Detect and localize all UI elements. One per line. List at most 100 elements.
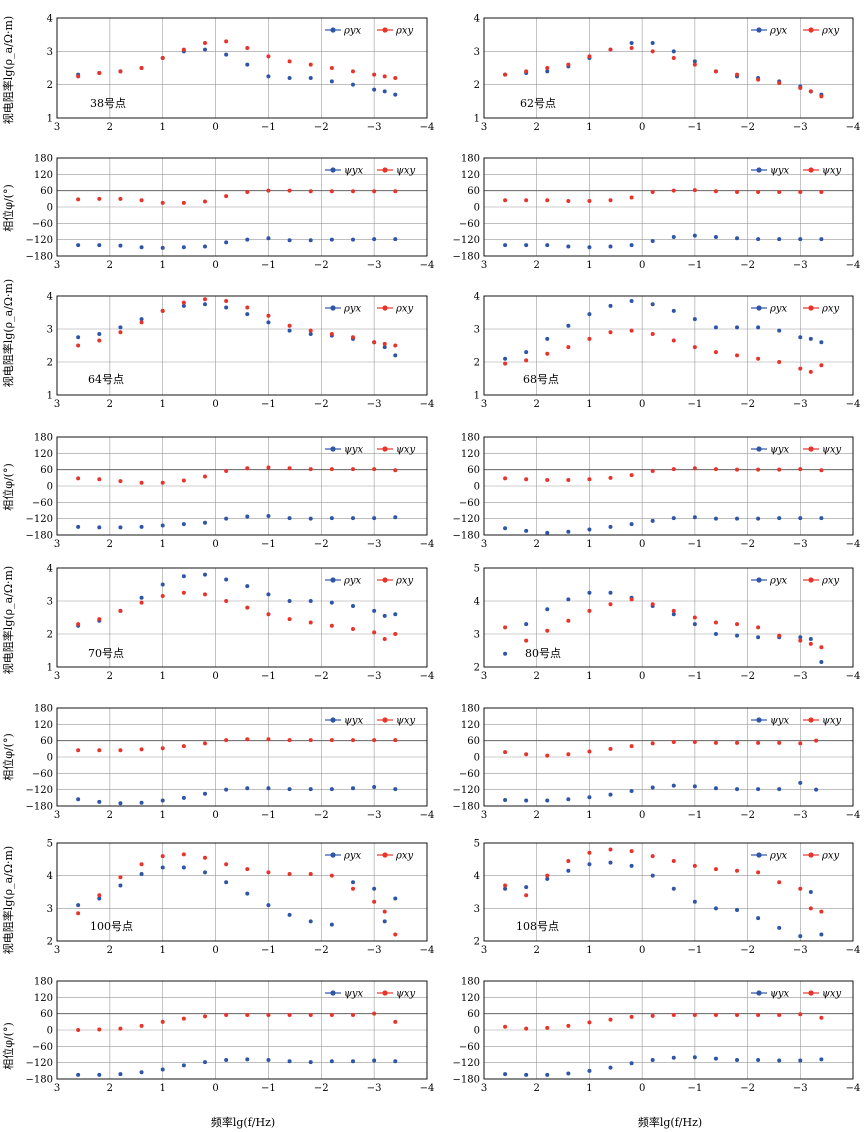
data-point: [393, 343, 398, 348]
data-point: [308, 238, 313, 243]
x-tick-label: 3: [54, 1083, 60, 1094]
x-tick-label: 3: [481, 810, 487, 821]
data-point: [503, 243, 508, 248]
site-label: 64号点: [88, 373, 124, 386]
data-point: [181, 303, 186, 308]
data-point: [671, 740, 676, 745]
data-point: [713, 620, 718, 625]
y-axis-titles: 视电阻率lg(ρ_a/Ω·m) 相位φ/(°) 视电阻率lg(ρ_a/Ω·m) …: [1, 16, 15, 1070]
data-point: [393, 632, 398, 636]
data-point: [118, 525, 123, 530]
data-point: [798, 886, 803, 891]
data-point: [329, 467, 334, 472]
x-tick-label: 3: [481, 539, 487, 550]
site-label: 62号点: [520, 97, 556, 110]
data-point: [650, 49, 655, 54]
x-tick-label: −3: [793, 122, 808, 133]
y-tick-label: 60: [40, 186, 53, 197]
data-point: [671, 1013, 676, 1018]
data-point: [372, 1011, 377, 1016]
data-point: [756, 516, 761, 521]
x-tick-label: 2: [534, 260, 540, 271]
y-tick-label: 1: [47, 391, 53, 402]
y-tick-label: 0: [47, 203, 53, 214]
y-tick-label: 60: [467, 186, 480, 197]
x-tick-label: −4: [420, 539, 435, 550]
data-point: [671, 338, 676, 343]
legend-label: ρxy: [395, 304, 414, 315]
data-point: [650, 1057, 655, 1062]
data-point: [545, 873, 550, 878]
data-point: [545, 336, 550, 341]
y-tick-label: −120: [453, 785, 480, 796]
data-point: [713, 906, 718, 911]
data-point: [287, 617, 292, 622]
data-point: [382, 909, 387, 914]
data-point: [203, 199, 207, 204]
data-point: [308, 738, 313, 743]
data-point: [393, 237, 398, 242]
x-tick-label: −3: [367, 671, 382, 682]
x-tick-label: −4: [846, 945, 861, 956]
data-point: [266, 465, 271, 470]
data-point: [503, 651, 508, 656]
data-point: [545, 351, 550, 356]
data-point: [372, 738, 377, 743]
data-point: [97, 243, 102, 248]
data-point: [139, 66, 144, 70]
data-point: [160, 746, 165, 751]
data-point: [139, 245, 144, 250]
chart-rho-38: 3 2 1 0 −1 −2 −3 −4 1 2 3 4 ρyx ρxy 38号点: [47, 14, 435, 134]
data-point: [587, 54, 592, 59]
data-point: [735, 467, 740, 472]
data-point: [266, 612, 271, 617]
data-point: [351, 467, 355, 472]
data-point: [798, 741, 803, 746]
data-point: [329, 1059, 334, 1064]
x-tick-label: 3: [54, 399, 60, 410]
x-tick-label: −2: [740, 539, 755, 550]
data-point: [351, 69, 355, 74]
data-point: [351, 1059, 355, 1064]
data-point: [266, 1013, 271, 1018]
data-point: [382, 919, 387, 924]
data-point: [245, 1057, 250, 1062]
x-tick-label: −1: [687, 810, 702, 821]
legend-marker: [756, 305, 762, 311]
x-tick-label: −3: [367, 945, 382, 956]
data-point: [118, 330, 123, 335]
data-point: [181, 245, 186, 250]
x-tick-label: −2: [740, 122, 755, 133]
x-tick-label: 0: [639, 539, 645, 550]
data-point: [524, 358, 529, 363]
data-point: [587, 477, 592, 482]
x-tick-label: 1: [586, 399, 592, 410]
data-point: [566, 199, 571, 204]
data-point: [545, 798, 550, 803]
data-point: [819, 363, 824, 368]
data-point: [382, 89, 387, 94]
x-tick-label: −1: [261, 260, 276, 271]
data-point: [524, 893, 529, 898]
legend-label: ψxy: [396, 166, 415, 177]
x-tick-label: −4: [846, 122, 861, 133]
data-point: [308, 467, 313, 472]
data-point: [76, 797, 81, 802]
data-point: [139, 595, 144, 600]
data-point: [139, 747, 144, 752]
data-point: [287, 1059, 292, 1064]
data-point: [671, 234, 676, 239]
x-tick-label: −3: [793, 945, 808, 956]
legend-marker: [808, 990, 814, 996]
y-tick-label: 4: [47, 564, 53, 575]
y-tick-label: −120: [26, 235, 53, 246]
data-point: [808, 369, 813, 374]
data-point: [503, 198, 508, 203]
data-point: [524, 752, 529, 757]
data-point: [713, 234, 718, 239]
site-label: 70号点: [88, 647, 124, 660]
data-point: [650, 854, 655, 859]
data-point: [266, 74, 271, 79]
x-tick-label: 3: [481, 399, 487, 410]
